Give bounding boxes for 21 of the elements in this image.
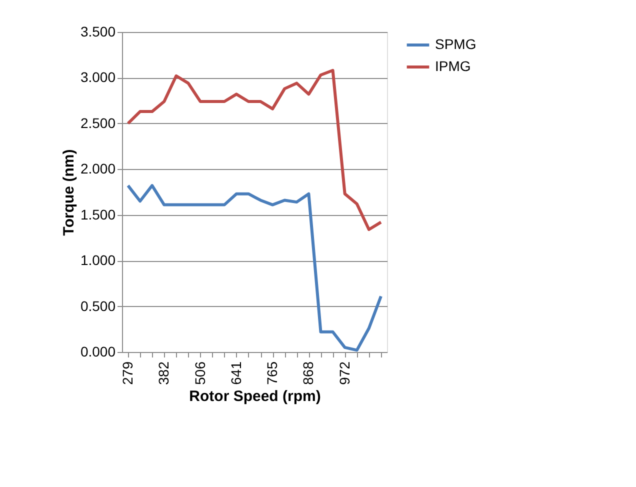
x-tick-label: 506 <box>192 361 208 385</box>
y-tick-label: 3.500 <box>80 24 116 40</box>
x-tick-label: 868 <box>300 361 316 385</box>
x-tick-label: 382 <box>156 361 172 385</box>
line-series <box>126 68 382 231</box>
y-tick-label: 2.500 <box>80 114 116 131</box>
y-axis-title: Torque (nm) <box>60 149 78 236</box>
y-tick-label: 1.500 <box>80 206 116 222</box>
x-tick-label: 641 <box>228 361 244 385</box>
y-tick-label: 2.000 <box>80 160 116 177</box>
x-tick-label: 765 <box>264 361 280 385</box>
y-tick-label: 0.500 <box>80 298 116 314</box>
y-tick-label: 3.000 <box>80 69 116 86</box>
x-tick-label: 279 <box>120 361 136 385</box>
legend-label: IPMG <box>435 58 471 74</box>
x-tick-label: 972 <box>336 361 352 385</box>
y-tick-label: 1.000 <box>80 252 116 268</box>
line-series <box>126 184 382 352</box>
x-axis-title: Rotor Speed (rpm) <box>189 388 321 405</box>
y-tick-label: 0.000 <box>80 344 116 360</box>
legend-label: SPMG <box>435 36 476 52</box>
